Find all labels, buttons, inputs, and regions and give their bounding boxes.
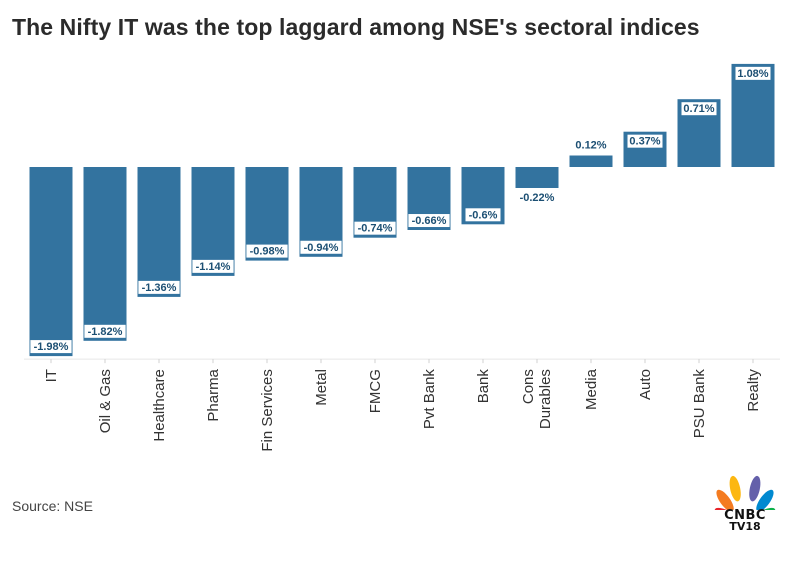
bar (29, 167, 73, 357)
data-label: -0.22% (520, 192, 555, 204)
x-tick-label: Media (583, 368, 600, 410)
x-tick-label: PSU Bank (691, 369, 708, 439)
x-tick-label: Pharma (205, 368, 222, 421)
data-label-box (735, 66, 771, 80)
x-tick-label-line: Pvt Bank (421, 369, 438, 430)
bar (191, 167, 235, 276)
x-tick-label-line: IT (43, 369, 60, 382)
data-label-box (138, 280, 180, 294)
data-label-box (465, 208, 501, 222)
source-note: Source: NSE (12, 498, 93, 514)
data-label: 0.12% (575, 140, 606, 152)
data-label-box (354, 221, 396, 235)
data-label-box (408, 214, 450, 228)
x-tick-label-line: Pharma (205, 368, 222, 421)
bar (731, 63, 775, 167)
data-label: -1.98% (30, 340, 72, 354)
x-tick-label: IT (43, 369, 60, 382)
x-tick-label: Bank (475, 369, 492, 404)
data-label: 1.08% (735, 66, 771, 80)
data-label: 0.71% (681, 102, 717, 116)
x-tick-label-line: Bank (475, 369, 492, 404)
data-label-text: 1.08% (737, 68, 768, 80)
peacock-icon (714, 475, 776, 523)
data-label-box (30, 340, 72, 354)
bar (137, 167, 181, 297)
x-tick-label: Metal (313, 369, 330, 406)
data-label-text: -0.66% (412, 215, 447, 227)
x-tick-label: ConsDurables (520, 369, 554, 429)
data-label: -1.36% (138, 280, 180, 294)
logo-text-cnbc: CNBC (724, 508, 766, 523)
x-tick-label: Healthcare (151, 369, 168, 442)
x-tick-label-line: Metal (313, 369, 330, 406)
data-label-box (192, 259, 234, 273)
data-label: -1.82% (84, 324, 126, 338)
bar (515, 167, 559, 188)
data-label-text: 0.37% (629, 136, 660, 148)
data-label-text: -1.36% (142, 282, 177, 294)
data-label: -0.66% (408, 214, 450, 228)
data-label-text: -0.22% (520, 192, 555, 204)
data-label: -0.94% (300, 240, 342, 254)
x-tick-label: Fin Services (259, 369, 276, 452)
x-tick-label-line: PSU Bank (691, 369, 708, 439)
x-tick-label-line: Media (583, 368, 600, 410)
data-label: -0.74% (354, 221, 396, 235)
data-label-box (681, 102, 717, 116)
x-tick-label: Oil & Gas (97, 369, 114, 433)
cnbc-tv18-logo: CNBC TV18 (712, 470, 778, 533)
data-label-text: -0.6% (469, 209, 498, 221)
x-tick-label-line: Realty (745, 369, 762, 412)
data-label: 0.37% (627, 134, 663, 148)
x-tick-label: Realty (745, 369, 762, 412)
data-label-box (300, 240, 342, 254)
x-tick-label-line: Auto (637, 369, 654, 400)
data-label-text: 0.12% (575, 140, 606, 152)
data-label-text: -1.98% (34, 341, 69, 353)
data-label-text: -1.14% (196, 261, 231, 273)
x-tick-label: Pvt Bank (421, 369, 438, 430)
bar (83, 167, 127, 341)
data-label-text: -0.94% (304, 242, 339, 254)
x-tick-label-line: Healthcare (151, 369, 168, 442)
x-tick-label-line: Cons (520, 369, 537, 404)
x-tick-label: FMCG (367, 369, 384, 413)
data-label: -1.14% (192, 259, 234, 273)
bar-chart: -1.98% IT -1.82% Oil & Gas -1.36% Healthcare -… (24, 63, 780, 452)
x-tick-label-line: Durables (537, 369, 554, 429)
x-tick-label-line: Fin Services (259, 369, 276, 452)
data-label-text: -1.82% (88, 326, 123, 338)
data-label: -0.6% (465, 208, 501, 222)
x-tick-label: Auto (637, 369, 654, 400)
data-label-text: 0.71% (683, 103, 714, 115)
x-tick-label-line: Oil & Gas (97, 369, 114, 433)
logo-text-tv18: TV18 (729, 520, 761, 533)
data-label: -0.98% (246, 244, 288, 258)
data-label-box (627, 134, 663, 148)
x-tick-label-line: FMCG (367, 369, 384, 413)
data-label-text: -0.98% (250, 246, 285, 258)
chart-title: The Nifty IT was the top laggard among N… (12, 14, 700, 40)
data-label-box (84, 324, 126, 338)
data-label-box (246, 244, 288, 258)
data-label-text: -0.74% (358, 223, 393, 235)
bar (569, 155, 613, 167)
